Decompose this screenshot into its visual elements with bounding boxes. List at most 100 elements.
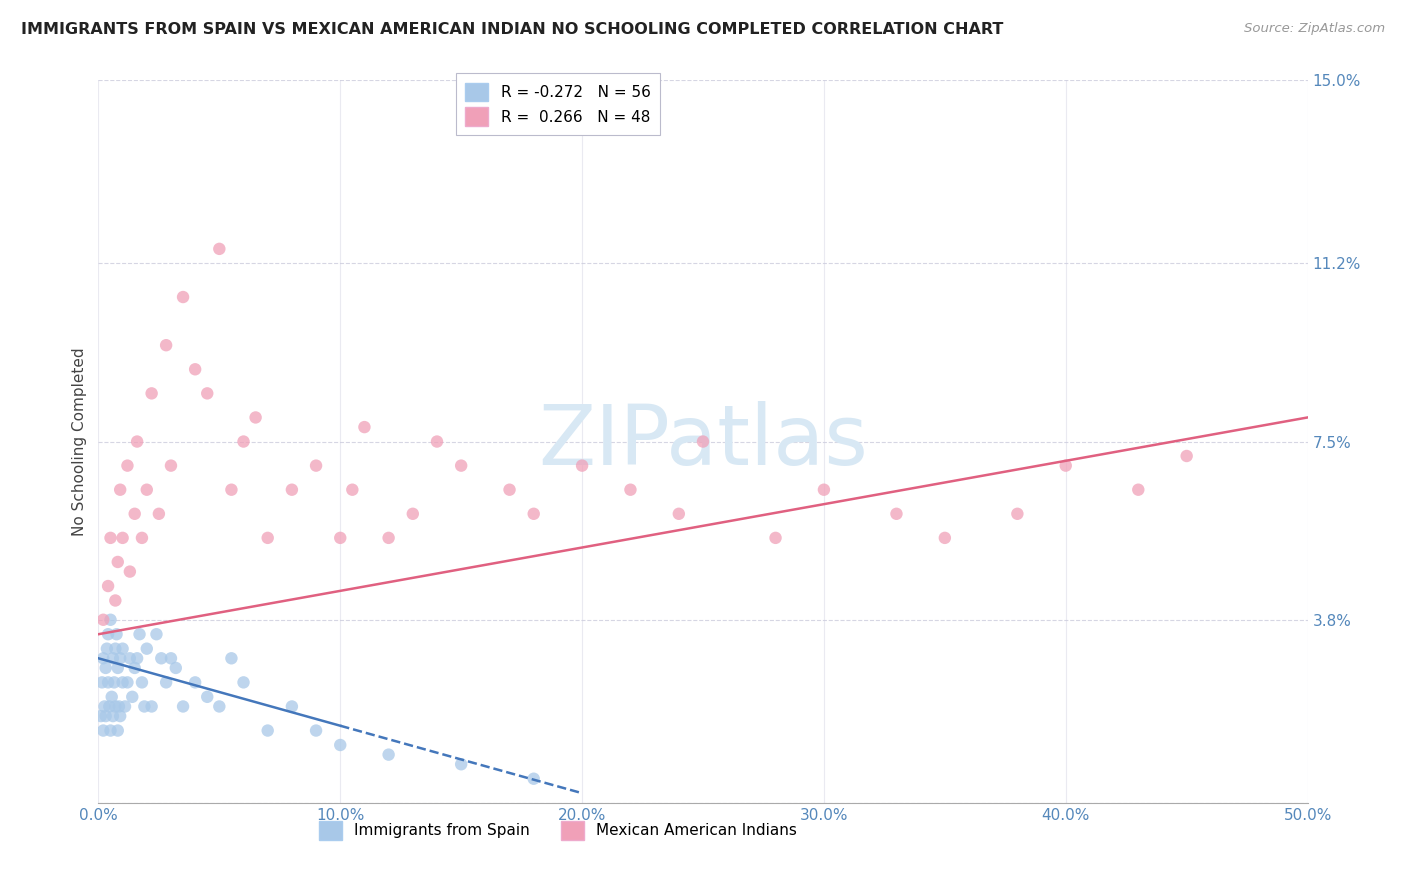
Point <box>1128 483 1150 497</box>
Point <box>117 675 139 690</box>
Point <box>668 507 690 521</box>
Point <box>523 772 546 786</box>
Point <box>141 699 163 714</box>
Point <box>108 709 131 723</box>
Point <box>155 338 177 352</box>
Point <box>450 757 472 772</box>
Point <box>221 651 243 665</box>
Point <box>426 434 449 449</box>
Point <box>108 651 131 665</box>
Point <box>305 458 328 473</box>
Point <box>155 675 177 690</box>
Point <box>91 723 114 738</box>
Point <box>135 483 157 497</box>
Text: ZIPatlas: ZIPatlas <box>538 401 868 482</box>
Point <box>97 579 120 593</box>
Point <box>134 699 156 714</box>
Point <box>127 651 149 665</box>
Point <box>402 507 425 521</box>
Point <box>232 434 254 449</box>
Point <box>97 675 120 690</box>
Point <box>94 709 117 723</box>
Point <box>450 458 472 473</box>
Point <box>150 651 173 665</box>
Point <box>571 458 593 473</box>
Point <box>377 531 399 545</box>
Point <box>90 709 112 723</box>
Point <box>111 675 134 690</box>
Point <box>103 675 125 690</box>
Point <box>523 507 546 521</box>
Point <box>101 651 124 665</box>
Point <box>148 507 170 521</box>
Point <box>256 531 278 545</box>
Point <box>934 531 956 545</box>
Point <box>184 675 207 690</box>
Point <box>329 738 352 752</box>
Point <box>131 675 153 690</box>
Point <box>160 458 183 473</box>
Point <box>281 483 304 497</box>
Point <box>117 458 139 473</box>
Point <box>245 410 267 425</box>
Point <box>94 661 117 675</box>
Point <box>107 555 129 569</box>
Point <box>93 699 115 714</box>
Y-axis label: No Schooling Completed: No Schooling Completed <box>72 347 87 536</box>
Point <box>101 709 124 723</box>
Point <box>329 531 352 545</box>
Point <box>195 690 218 704</box>
Point <box>160 651 183 665</box>
Point <box>128 627 150 641</box>
Point <box>221 483 243 497</box>
Point <box>765 531 787 545</box>
Point <box>342 483 364 497</box>
Text: IMMIGRANTS FROM SPAIN VS MEXICAN AMERICAN INDIAN NO SCHOOLING COMPLETED CORRELAT: IMMIGRANTS FROM SPAIN VS MEXICAN AMERICA… <box>21 22 1004 37</box>
Point <box>172 699 194 714</box>
Point <box>100 690 122 704</box>
Point <box>1007 507 1029 521</box>
Point <box>124 507 146 521</box>
Point <box>118 565 141 579</box>
Point <box>172 290 194 304</box>
Point <box>104 641 127 656</box>
Point <box>91 651 114 665</box>
Point <box>208 242 231 256</box>
Point <box>100 531 122 545</box>
Point <box>108 699 131 714</box>
Point <box>91 675 114 690</box>
Point <box>104 593 127 607</box>
Point <box>131 531 153 545</box>
Point <box>692 434 714 449</box>
Point <box>377 747 399 762</box>
Point <box>107 661 129 675</box>
Point <box>886 507 908 521</box>
Point <box>1054 458 1077 473</box>
Point <box>98 699 121 714</box>
Point <box>111 531 134 545</box>
Text: Source: ZipAtlas.com: Source: ZipAtlas.com <box>1244 22 1385 36</box>
Point <box>141 386 163 401</box>
Point <box>208 699 231 714</box>
Point <box>619 483 641 497</box>
Point <box>107 723 129 738</box>
Point <box>165 661 187 675</box>
Point <box>111 641 134 656</box>
Point <box>256 723 278 738</box>
Point <box>118 651 141 665</box>
Point <box>135 641 157 656</box>
Point <box>127 434 149 449</box>
Point <box>97 627 120 641</box>
Point <box>96 641 118 656</box>
Point <box>1175 449 1198 463</box>
Point <box>145 627 167 641</box>
Point <box>114 699 136 714</box>
Point <box>195 386 218 401</box>
Point <box>104 699 127 714</box>
Point <box>100 613 122 627</box>
Point <box>124 661 146 675</box>
Point <box>91 613 114 627</box>
Point <box>100 723 122 738</box>
Point <box>184 362 207 376</box>
Point <box>498 483 520 497</box>
